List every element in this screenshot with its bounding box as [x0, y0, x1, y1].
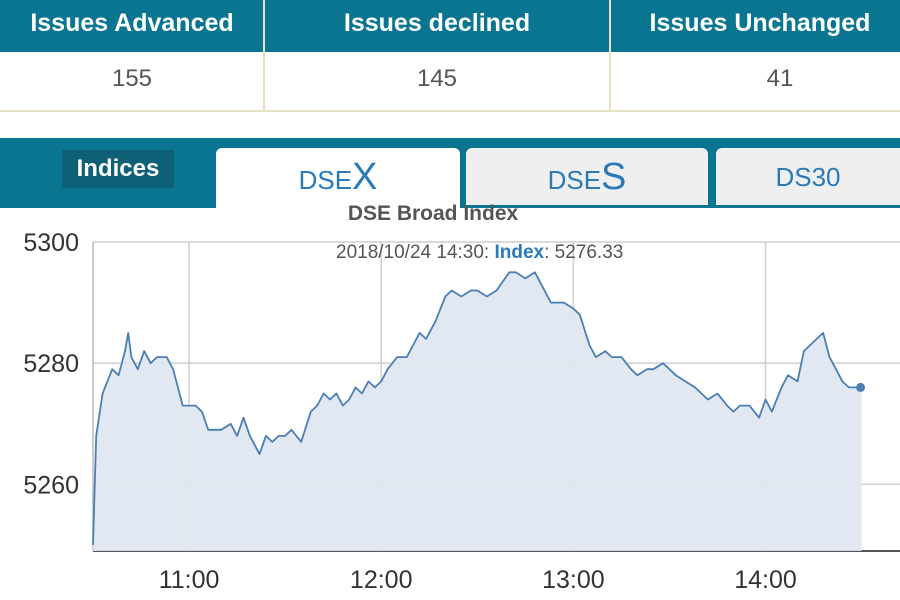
x-tick-label: 12:00: [350, 566, 413, 594]
y-tick-label: 5300: [23, 229, 79, 257]
column-divider: [609, 0, 611, 112]
chart-tooltip: 2018/10/24 14:30: Index: 5276.33: [336, 242, 623, 264]
value-issues-declined: 145: [416, 65, 458, 92]
header-issues-unchanged: Issues Unchanged: [649, 9, 871, 37]
market-stats-table: Issues Advanced Issues declined Issues U…: [0, 0, 900, 112]
tooltip-timestamp: 2018/10/24 14:30:: [336, 242, 490, 263]
tooltip-series-label: Index: [494, 242, 545, 263]
hover-marker: [856, 382, 866, 392]
tab-dses[interactable]: DSES: [466, 148, 708, 208]
indices-tab-bar: Indices DSEX DSES DS30: [0, 138, 900, 210]
tab-dsex-suffix: X: [352, 156, 378, 198]
value-issues-unchanged: 41: [766, 65, 794, 92]
series-area: [93, 272, 862, 551]
chart-title: DSE Broad Index: [347, 202, 519, 225]
y-tick-label: 5260: [23, 471, 79, 499]
tooltip-value: : 5276.33: [544, 242, 624, 263]
tab-dses-suffix: S: [601, 156, 627, 198]
series-line: [92, 271, 862, 545]
index-chart: 5260 5280 5300 11:00 12:00 13:00 14:00 DSE Bro…: [0, 200, 900, 600]
x-tick-label: 11:00: [159, 566, 220, 594]
stats-header-row: Issues Advanced Issues declined Issues U…: [0, 0, 900, 52]
y-tick-label: 5280: [23, 350, 79, 378]
tab-dsex-prefix: DSE: [298, 165, 353, 195]
index-chart-svg: 5260 5280 5300 11:00 12:00 13:00 14:00: [23, 229, 900, 594]
tab-dsex[interactable]: DSEX: [216, 148, 460, 210]
tab-dses-prefix: DSE: [547, 165, 602, 195]
x-tick-label: 13:00: [542, 566, 605, 594]
tab-ds30[interactable]: DS30: [716, 148, 900, 208]
value-issues-advanced: 155: [111, 65, 153, 92]
x-tick-label: 14:00: [734, 566, 797, 594]
stats-value-row: 155 145 41: [0, 52, 900, 112]
header-issues-advanced: Issues Advanced: [30, 9, 234, 37]
header-issues-declined: Issues declined: [343, 9, 531, 37]
indices-section-label: Indices: [62, 150, 174, 188]
tab-ds30-label: DS30: [775, 162, 841, 192]
column-divider: [263, 0, 265, 112]
